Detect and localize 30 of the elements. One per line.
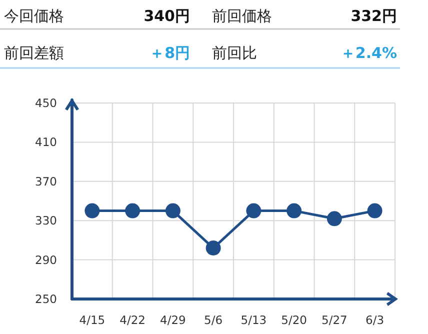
y-tick-label: 330 [35,214,57,228]
point [286,203,302,218]
x-tick-label: 5/20 [281,313,307,327]
text: ＋2.4% [340,44,397,62]
x-tick-label: 4/29 [160,313,186,327]
point [206,240,221,256]
x-tick-label: 5/6 [204,313,223,327]
y-tick-label: 370 [35,174,57,188]
text: 前回比 [212,44,257,62]
point [246,203,262,218]
text: 前回価格 [212,7,272,25]
y-tick-label: 450 [35,96,57,110]
x-tick-label: 4/22 [120,313,146,327]
text: 前回差額 [4,44,64,62]
point [165,203,180,218]
point [125,203,140,218]
point [367,203,382,218]
x-tick-label: 4/15 [79,313,106,327]
text: 332円 [350,7,397,25]
y-tick-label: 290 [35,252,57,267]
text: ＋8円 [150,44,190,62]
x-tick-label: 5/13 [240,313,267,327]
point [326,211,342,226]
text: 340円 [144,7,190,25]
text: 今回価格 [4,7,64,25]
y-tick-label: 410 [35,135,57,150]
y-tick-label: 250 [35,292,57,306]
x-tick-label: 6/3 [366,313,384,327]
point [84,203,100,218]
x-tick-label: 5/27 [322,313,348,327]
